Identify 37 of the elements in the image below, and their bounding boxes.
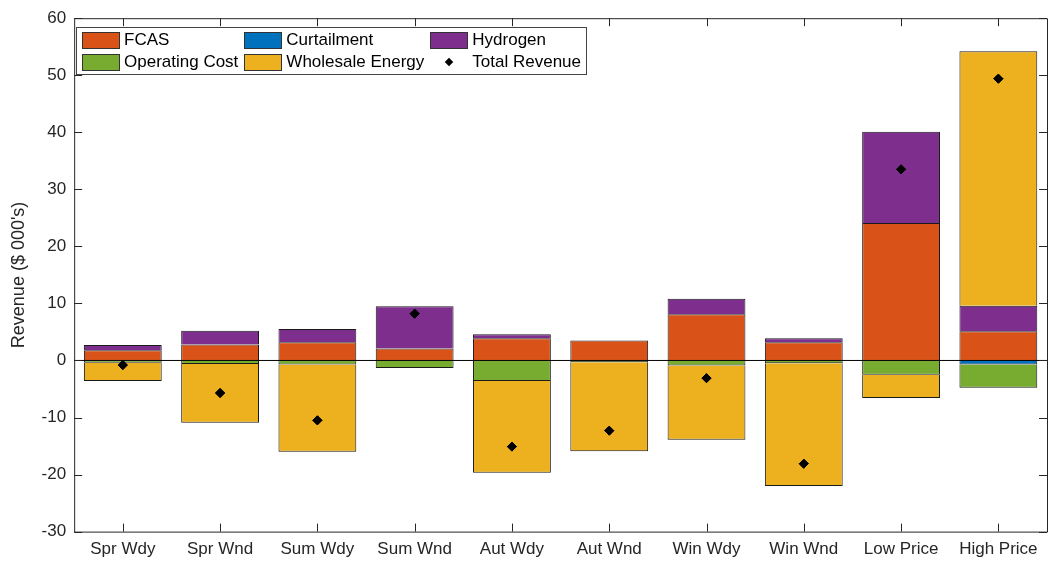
- point: [993, 73, 1004, 84]
- y-tick-label: 30: [47, 179, 67, 199]
- y-tick-label: -10: [41, 407, 67, 427]
- legend-label: FCAS: [124, 30, 170, 50]
- x-tick-label: Win Wnd: [769, 539, 839, 559]
- x-tick-label: Low Price: [863, 539, 939, 559]
- y-tick-label: 50: [47, 64, 67, 84]
- point: [506, 441, 517, 452]
- legend-label: Curtailment: [286, 30, 374, 50]
- x-tick-label: Spr Wnd: [187, 539, 254, 559]
- legend-label: Wholesale Energy: [286, 52, 425, 72]
- point: [312, 415, 323, 426]
- point: [409, 308, 420, 319]
- point: [117, 360, 128, 371]
- point: [701, 373, 712, 384]
- point: [896, 164, 907, 175]
- legend-label: Operating Cost: [124, 52, 239, 72]
- point: [215, 387, 226, 398]
- legend-label: Total Revenue: [472, 52, 581, 72]
- x-tick-label: Aut Wnd: [576, 539, 642, 559]
- y-tick-label: 0: [56, 350, 67, 370]
- x-tick-label: Spr Wdy: [90, 539, 156, 559]
- legend-label: Hydrogen: [472, 30, 547, 50]
- y-tick-label: -30: [41, 521, 67, 541]
- y-tick-label: 40: [47, 121, 67, 141]
- y-tick-label: 20: [47, 236, 67, 256]
- y-tick-label: -20: [41, 464, 67, 484]
- x-tick-label: Sum Wnd: [377, 539, 452, 559]
- point: [798, 458, 809, 469]
- y-tick-label: 60: [47, 7, 67, 27]
- y-axis-title: Revenue ($ 000's): [7, 201, 28, 349]
- x-tick-label: Sum Wdy: [280, 539, 355, 559]
- x-tick-label: Aut Wdy: [479, 539, 545, 559]
- x-tick-label: High Price: [959, 539, 1038, 559]
- point: [604, 425, 615, 436]
- y-tick-label: 10: [47, 293, 67, 313]
- x-tick-label: Win Wdy: [672, 539, 742, 559]
